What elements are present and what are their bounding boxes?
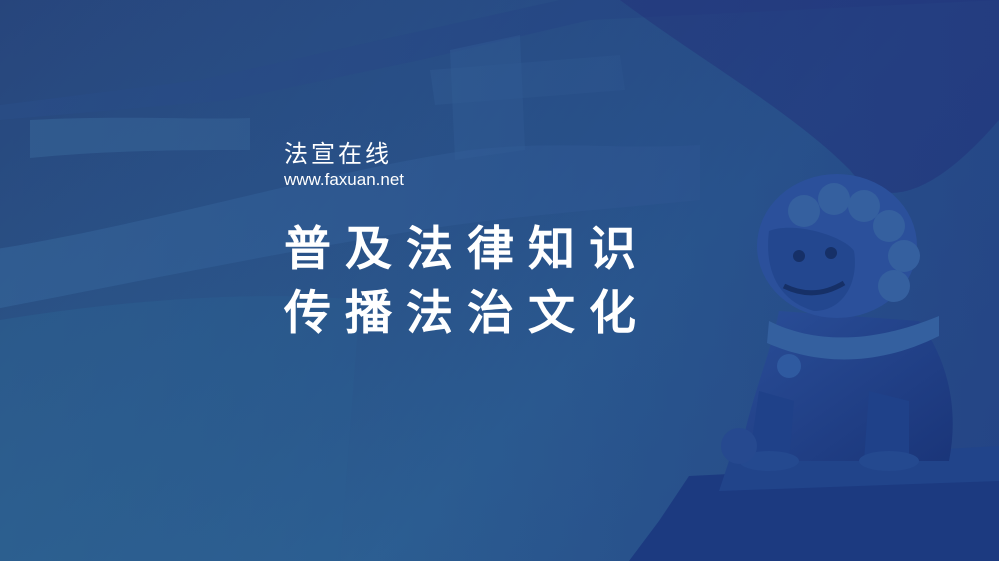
brand-name: 法宣在线: [284, 140, 392, 168]
headline-line-2: 传播法治文化: [284, 286, 650, 341]
headline: 普及法律知识 传播法治文化: [284, 218, 650, 346]
headline-line-1: 普及法律知识: [284, 222, 650, 277]
brand-block: 法宣在线 www.faxuan.net: [284, 140, 404, 190]
brand-url: www.faxuan.net: [284, 170, 405, 189]
stone-lion-statue-icon: [619, 161, 999, 561]
